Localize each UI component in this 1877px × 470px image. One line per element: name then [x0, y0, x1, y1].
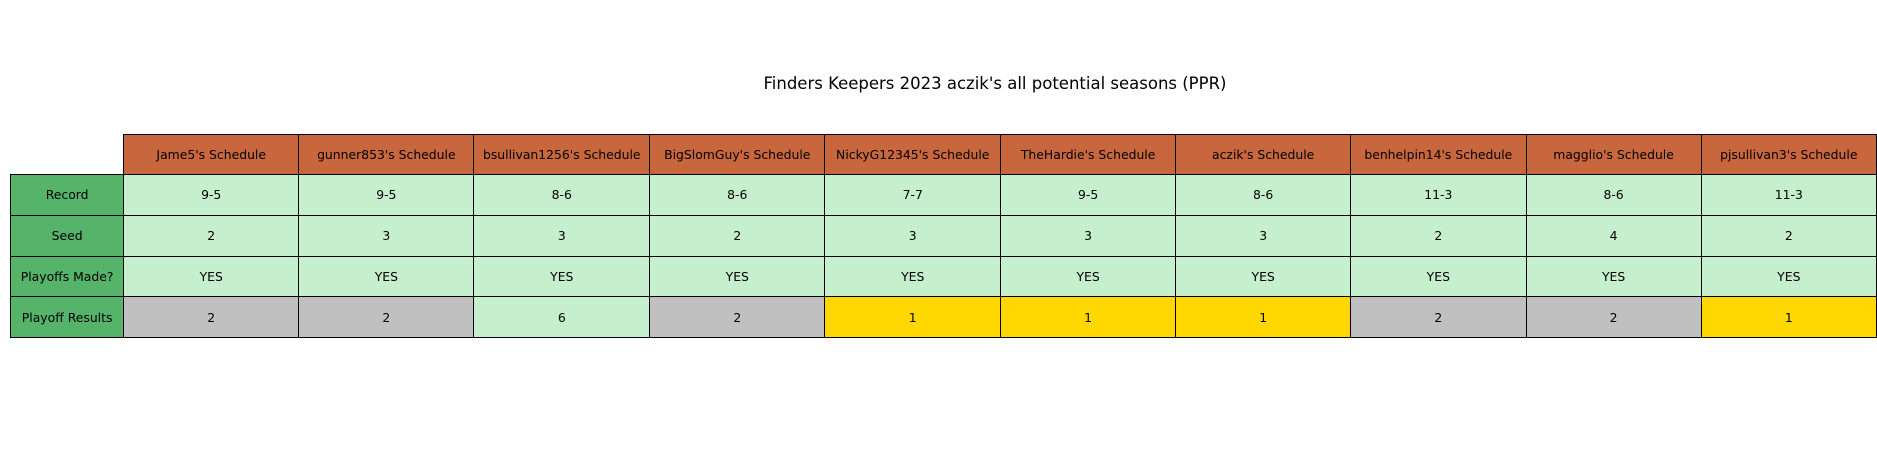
row-label: Seed	[9, 214, 125, 257]
table-cell: 1	[824, 296, 1001, 339]
column-header: aczik's Schedule	[1175, 134, 1352, 175]
table-cell: 11-3	[1350, 174, 1527, 216]
table-cell: 1	[999, 296, 1177, 339]
table-cell: 7-7	[824, 174, 1001, 216]
column-header: benhelpin14's Schedule	[1350, 134, 1527, 175]
table-cell: YES	[1525, 255, 1702, 298]
table-cell: 9-5	[999, 174, 1177, 216]
table-cell: 8-6	[1525, 174, 1702, 216]
column-header: BigSlomGuy's Schedule	[649, 134, 826, 175]
table-cell: 2	[1525, 296, 1702, 339]
column-header: gunner853's Schedule	[298, 134, 475, 175]
column-header: pjsullivan3's Schedule	[1700, 134, 1877, 175]
table-row: Playoffs Made? YES YES YES YES YES YES YES YES YE…	[9, 255, 1877, 298]
table-cell: 6	[473, 296, 651, 339]
column-header: bsullivan1256's Schedule	[473, 134, 651, 175]
table-cell: 2	[649, 214, 826, 257]
column-header: TheHardie's Schedule	[999, 134, 1177, 175]
table-cell: 2	[123, 214, 300, 257]
chart-title: Finders Keepers 2023 aczik's all potenti…	[763, 74, 1227, 93]
table-cell: YES	[1350, 255, 1527, 298]
table-cell: 2	[1350, 214, 1527, 257]
table-cell: 3	[1175, 214, 1352, 257]
table-cell: 8-6	[473, 174, 651, 216]
table-cell: YES	[824, 255, 1001, 298]
table-cell: 2	[1700, 214, 1877, 257]
column-header: Jame5's Schedule	[123, 134, 300, 175]
seasons-table: Jame5's Schedule gunner853's Schedule bsul…	[9, 134, 1877, 339]
table-cell: YES	[649, 255, 826, 298]
table-cell: 3	[824, 214, 1001, 257]
table-cell: YES	[1700, 255, 1877, 298]
table-cell: 3	[298, 214, 475, 257]
table-cell: YES	[473, 255, 651, 298]
table-row: Record 9-5 9-5 8-6 8-6 7-7 9-5 8-6 11-3 8-6 11-3	[9, 174, 1877, 216]
table-cell: 3	[473, 214, 651, 257]
table-corner	[11, 135, 124, 175]
table-cell: 9-5	[298, 174, 475, 216]
table-row: Playoff Results 2 2 6 2 1 1 1 2 2 1	[9, 296, 1877, 339]
table-cell: YES	[1175, 255, 1352, 298]
table-cell: YES	[999, 255, 1177, 298]
row-label: Playoff Results	[9, 296, 125, 339]
table-cell: 3	[999, 214, 1177, 257]
table-cell: 8-6	[1175, 174, 1352, 216]
table-cell: 2	[649, 296, 826, 339]
row-label: Record	[9, 174, 125, 216]
table-row: Seed 2 3 3 2 3 3 3 2 4 2	[9, 214, 1877, 257]
table-cell: 2	[1350, 296, 1527, 339]
header-row: Jame5's Schedule gunner853's Schedule bsul…	[11, 134, 1877, 175]
table-cell: 2	[298, 296, 475, 339]
column-header: magglio's Schedule	[1525, 134, 1702, 175]
table-cell: YES	[298, 255, 475, 298]
row-label: Playoffs Made?	[9, 255, 125, 298]
table-cell: 11-3	[1700, 174, 1877, 216]
column-header: NickyG12345's Schedule	[824, 134, 1001, 175]
table-cell: 1	[1700, 296, 1877, 339]
table-cell: YES	[123, 255, 300, 298]
table-cell: 9-5	[123, 174, 300, 216]
table-cell: 2	[123, 296, 300, 339]
table-cell: 8-6	[649, 174, 826, 216]
table-cell: 1	[1175, 296, 1352, 339]
table-cell: 4	[1525, 214, 1702, 257]
